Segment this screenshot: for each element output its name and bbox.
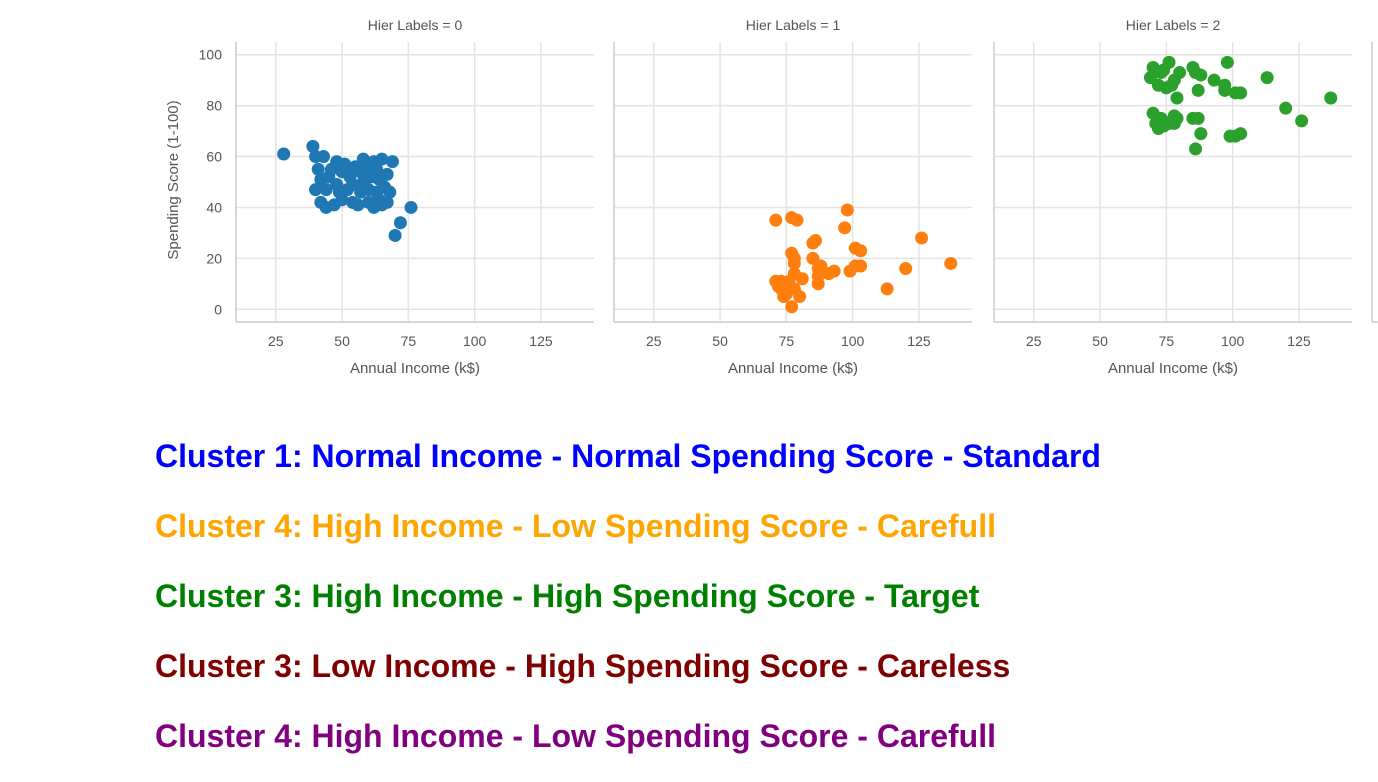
facet-title: Hier Labels = 2 (1126, 17, 1221, 33)
scatter-point (1170, 91, 1184, 105)
x-tick-label: 25 (268, 333, 284, 349)
y-tick-label: 100 (199, 47, 223, 63)
scatter-point (404, 200, 418, 214)
x-tick-label: 50 (712, 333, 728, 349)
cluster-line-5: Cluster 4: High Income - Low Spending Sc… (155, 718, 996, 754)
scatter-point (309, 183, 323, 197)
scatter-point (854, 244, 868, 258)
scatter-point (1162, 55, 1176, 69)
facet-title: Hier Labels = 1 (746, 17, 841, 33)
scatter-point (899, 262, 913, 276)
x-tick-label: 100 (841, 333, 865, 349)
scatter-point (370, 162, 384, 176)
scatter-point (811, 277, 825, 291)
x-tick-label: 125 (1287, 333, 1311, 349)
scatter-point (793, 290, 807, 304)
scatter-point (375, 152, 389, 166)
cluster-line-3: Cluster 3: High Income - High Spending S… (155, 578, 980, 614)
y-axis-label: Spending Score (1-100) (165, 100, 182, 259)
scatter-point (1324, 91, 1338, 105)
x-axis-label: Annual Income (k$) (728, 360, 858, 377)
scatter-point (1207, 73, 1221, 87)
scatter-point (1194, 127, 1208, 141)
scatter-point (880, 282, 894, 296)
scatter-point (317, 150, 331, 164)
scatter-point (1194, 68, 1208, 82)
scatter-point (1260, 71, 1274, 85)
scatter-point (380, 167, 394, 181)
cluster-line-2: Cluster 4: High Income - Low Spending Sc… (155, 508, 996, 544)
facet-title: Hier Labels = 0 (368, 17, 463, 33)
scatter-point (1218, 78, 1232, 92)
y-tick-label: 0 (214, 301, 222, 317)
scatter-point (769, 213, 783, 227)
scatter-point (838, 221, 852, 235)
x-tick-label: 50 (1092, 333, 1108, 349)
cluster-line-1: Cluster 1: Normal Income - Normal Spendi… (155, 438, 1101, 474)
scatter-point (380, 195, 394, 209)
scatter-point (787, 251, 801, 265)
scatter-point (785, 300, 799, 314)
scatter-point (1295, 114, 1309, 128)
facet-panel-1: 25 50 75 100 125 Hier Labels = 1 Annual Income… (613, 17, 972, 377)
y-tick-label: 40 (206, 199, 222, 215)
scatter-point (827, 264, 841, 278)
scatter-point (311, 162, 325, 176)
scatter-point (383, 185, 397, 199)
scatter-point (1189, 142, 1203, 156)
x-axis-label: Annual Income (k$) (350, 360, 480, 377)
cluster-descriptions: Cluster 1: Normal Income - Normal Spendi… (155, 432, 1101, 782)
x-tick-label: 75 (401, 333, 417, 349)
scatter-point (1173, 66, 1187, 80)
x-tick-label: 125 (907, 333, 931, 349)
x-tick-label: 25 (1026, 333, 1042, 349)
scatter-point (319, 183, 333, 197)
facet-panel-2: 25 50 75 100 125 Hier Labels = 2 Annual Income… (993, 17, 1352, 377)
scatter-point (1234, 86, 1248, 100)
scatter-point (809, 234, 823, 248)
scatter-point (277, 147, 291, 161)
scatter-point (795, 272, 809, 286)
scatter-point (385, 155, 399, 169)
facet-scatter-grid: 25 50 75 100 125 0 20 40 60 80 100 Hier Labels = 0 A… (165, 17, 1378, 377)
y-tick-label: 20 (206, 250, 222, 266)
scatter-point (840, 203, 854, 217)
scatter-point (388, 228, 402, 242)
y-tick-label: 60 (206, 149, 222, 165)
x-tick-label: 50 (334, 333, 350, 349)
scatter-point (1279, 101, 1293, 115)
scatter-point (790, 213, 804, 227)
scatter-point (1191, 111, 1205, 125)
scatter-point (1220, 55, 1234, 69)
scatter-point (944, 256, 958, 270)
x-tick-label: 25 (646, 333, 662, 349)
facet-panel-0: 25 50 75 100 125 0 20 40 60 80 100 Hier Labels = 0 A… (165, 17, 594, 377)
scatter-point (393, 216, 407, 230)
x-tick-label: 125 (529, 333, 553, 349)
scatter-point (915, 231, 929, 245)
x-tick-label: 75 (1159, 333, 1175, 349)
x-tick-label: 100 (463, 333, 487, 349)
scatter-point (1170, 111, 1184, 125)
scatter-point (854, 259, 868, 273)
scatter-point (306, 139, 320, 153)
cluster-line-4: Cluster 3: Low Income - High Spending Sc… (155, 648, 1011, 684)
y-tick-label: 80 (206, 98, 222, 114)
x-tick-label: 75 (779, 333, 795, 349)
scatter-point (335, 193, 349, 207)
scatter-point (1191, 83, 1205, 97)
x-axis-label: Annual Income (k$) (1108, 360, 1238, 377)
x-tick-label: 100 (1221, 333, 1245, 349)
scatter-point (351, 198, 365, 212)
scatter-point (1234, 127, 1248, 141)
